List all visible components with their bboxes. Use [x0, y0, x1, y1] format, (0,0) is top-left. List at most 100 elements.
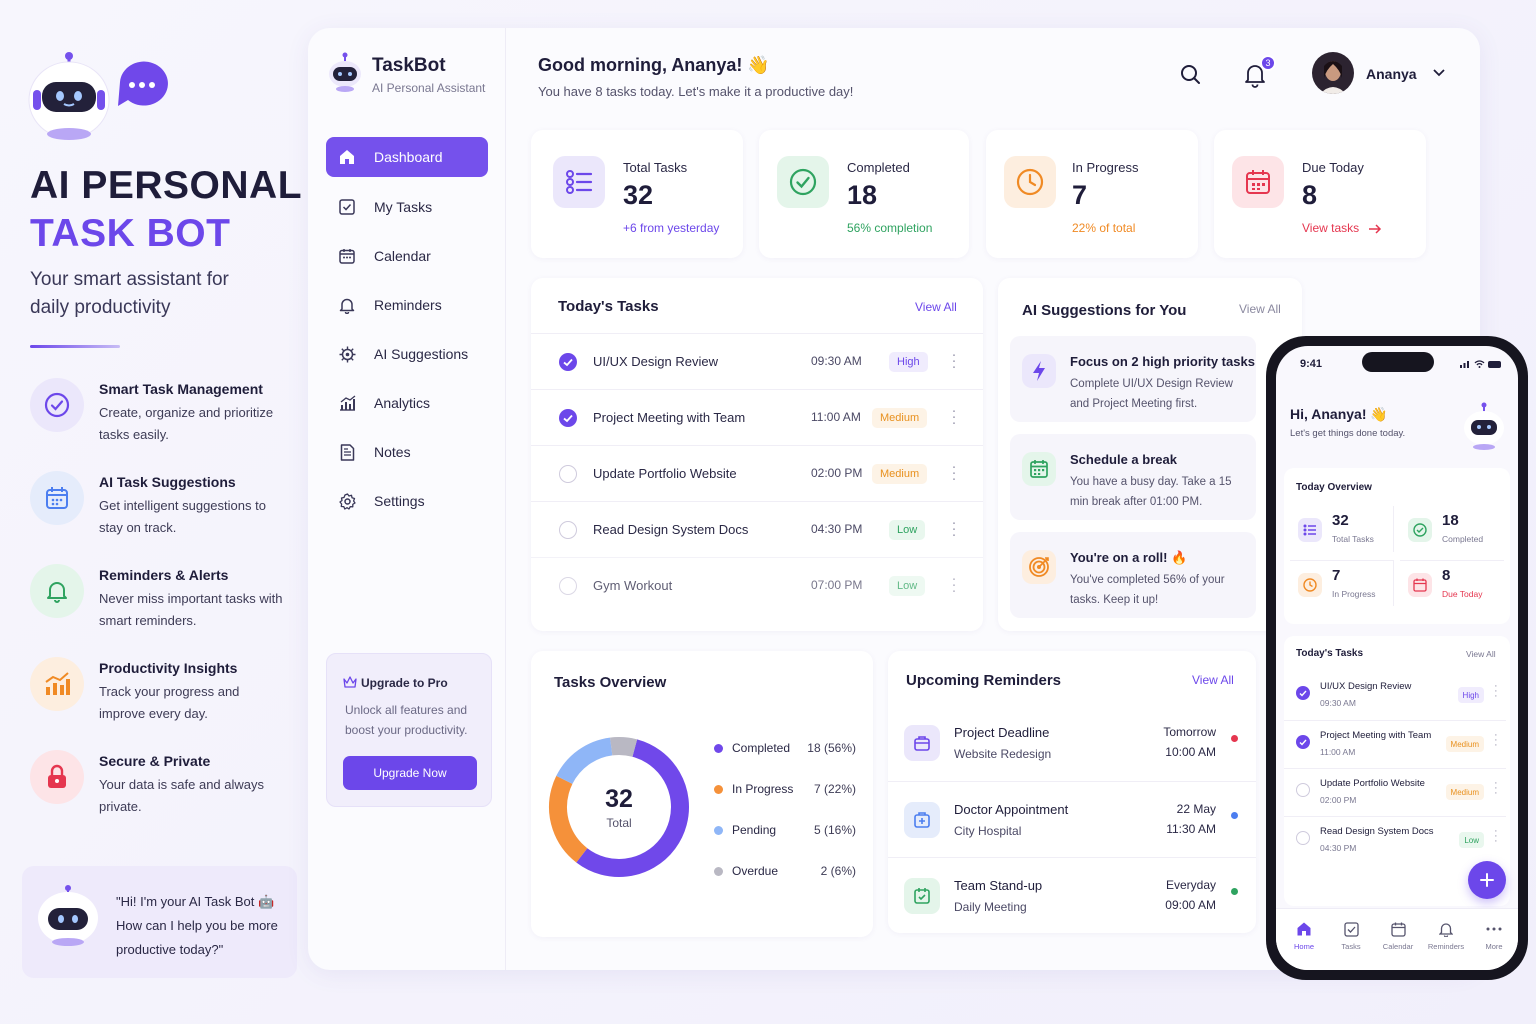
phone-tab-home[interactable]: Home — [1283, 920, 1325, 951]
checkbox-checked[interactable] — [559, 353, 577, 371]
ai-suggestions-title: AI Suggestions for You — [1022, 302, 1187, 319]
add-task-fab[interactable] — [1468, 861, 1506, 899]
checkbox-unchecked[interactable] — [559, 465, 577, 483]
more-vertical-icon[interactable]: · · · — [1494, 825, 1498, 847]
sidebar-item-calendar[interactable]: Calendar — [326, 236, 488, 276]
todays-tasks-view-all[interactable]: View All — [915, 300, 957, 314]
more-vertical-icon[interactable]: · · · — [951, 458, 957, 487]
task-row[interactable]: Gym Workout 07:00 PM Low · · · — [531, 557, 983, 613]
view-tasks-link[interactable]: View tasks — [1302, 221, 1382, 235]
more-vertical-icon[interactable]: · · · — [1494, 680, 1498, 702]
checkbox-unchecked[interactable] — [559, 577, 577, 595]
checkbox-checked[interactable] — [1296, 735, 1310, 749]
suggestion-desc: You've completed 56% of your tasks. Keep… — [1070, 574, 1225, 606]
phone-stat-completed[interactable]: 18 Completed — [1400, 506, 1504, 552]
legend-item: Pending 5 (16%) — [714, 822, 874, 842]
sidebar-item-settings[interactable]: Settings — [326, 481, 488, 521]
phone-task-row[interactable]: UI/UX Design Review 09:30 AM High · · · — [1284, 672, 1506, 720]
more-vertical-icon[interactable]: · · · — [951, 570, 957, 599]
suggestion-item[interactable]: Focus on 2 high priority tasks Complete … — [1010, 336, 1256, 422]
suggestion-title: Schedule a break — [1070, 452, 1177, 467]
phone-tab-reminders[interactable]: Reminders — [1425, 920, 1467, 951]
phone-tab-tasks[interactable]: Tasks — [1330, 920, 1372, 951]
more-vertical-icon[interactable]: · · · — [951, 402, 957, 431]
tab-label: More — [1485, 942, 1503, 951]
sidebar-item-reminders[interactable]: Reminders — [326, 285, 488, 325]
donut-slice-in-progress — [549, 737, 689, 877]
legend-value: 5 (16%) — [813, 823, 856, 837]
upgrade-now-button[interactable]: Upgrade Now — [343, 756, 477, 790]
task-row[interactable]: Project Meeting with Team 11:00 AM Mediu… — [531, 389, 983, 445]
phone-stat-due-today[interactable]: 8 Due Today — [1400, 560, 1504, 606]
checkbox-icon — [1330, 920, 1372, 938]
stat-card-total[interactable]: Total Tasks 32 +6 from yesterday — [531, 130, 743, 258]
feature-title: AI Task Suggestions — [99, 474, 236, 490]
stat-subtext: +6 from yesterday — [623, 221, 720, 235]
reminder-item[interactable]: Team Stand-up Daily Meeting Everyday 09:… — [888, 857, 1256, 933]
phone-task-row[interactable]: Project Meeting with Team 11:00 AM Mediu… — [1284, 720, 1506, 768]
bot-mascot — [28, 50, 170, 142]
legend-name: Pending — [732, 823, 777, 837]
sidebar-item-label: Calendar — [374, 248, 431, 264]
sidebar-item-analytics[interactable]: Analytics — [326, 383, 488, 423]
notifications-button[interactable]: 3 — [1240, 55, 1280, 90]
phone-stat-total[interactable]: 32 Total Tasks — [1290, 506, 1394, 552]
phone-task-time: 02:00 PM — [1320, 795, 1357, 805]
priority-badge: High — [1457, 687, 1484, 703]
promo-subtitle: Your smart assistant for daily productiv… — [30, 269, 229, 318]
checkbox-checked[interactable] — [559, 409, 577, 427]
checkbox-unchecked[interactable] — [559, 521, 577, 539]
calendar-icon — [30, 471, 84, 525]
reminders-view-all[interactable]: View All — [1192, 673, 1234, 687]
sidebar-item-ai-suggestions[interactable]: AI Suggestions — [326, 334, 488, 374]
sidebar-item-notes[interactable]: Notes — [326, 432, 488, 472]
phone-tab-more[interactable]: More — [1473, 920, 1515, 951]
phone-stat-in-progress[interactable]: 7 In Progress — [1290, 560, 1394, 606]
user-menu[interactable]: Ananya — [1312, 52, 1452, 96]
feature-desc: Your data is safe and always private. — [99, 777, 265, 814]
reminder-item[interactable]: Doctor Appointment City Hospital 22 May … — [888, 781, 1256, 857]
priority-badge: Medium — [1445, 736, 1484, 752]
phone-task-row[interactable]: Read Design System Docs 04:30 PM Low · · · — [1284, 816, 1506, 864]
task-row[interactable]: UI/UX Design Review 09:30 AM High · · · — [531, 333, 983, 389]
more-vertical-icon[interactable]: · · · — [1494, 777, 1498, 799]
more-vertical-icon[interactable]: · · · — [951, 346, 957, 375]
sidebar-item-label: Notes — [374, 444, 411, 460]
task-name: Project Meeting with Team — [593, 410, 746, 425]
phone-task-name: Read Design System Docs — [1320, 826, 1434, 837]
phone-tasks-view-all[interactable]: View All — [1466, 649, 1496, 659]
suggestion-item[interactable]: You're on a roll! 🔥 You've completed 56%… — [1010, 532, 1256, 618]
search-button[interactable] — [1176, 60, 1204, 88]
more-vertical-icon[interactable]: · · · — [1494, 729, 1498, 751]
task-row[interactable]: Update Portfolio Website 02:00 PM Medium… — [531, 445, 983, 501]
checkbox-unchecked[interactable] — [1296, 783, 1310, 797]
calendar-icon — [338, 247, 356, 265]
sidebar-item-dashboard[interactable]: Dashboard — [326, 137, 488, 177]
stat-card-in-progress[interactable]: In Progress 7 22% of total — [986, 130, 1198, 258]
phone-task-row[interactable]: Update Portfolio Website 02:00 PM Medium… — [1284, 768, 1506, 816]
phone-task-name: UI/UX Design Review — [1320, 681, 1412, 692]
sidebar — [308, 28, 506, 970]
legend-value: 2 (6%) — [820, 864, 856, 878]
sidebar-item-label: Analytics — [374, 395, 431, 411]
phone-tab-calendar[interactable]: Calendar — [1377, 920, 1419, 951]
feature-insights: Productivity Insights Track your progres… — [30, 657, 290, 737]
reminder-item[interactable]: Project Deadline Website Redesign Tomorr… — [888, 705, 1256, 781]
suggestion-item[interactable]: Schedule a break You have a busy day. Ta… — [1010, 434, 1256, 520]
stat-card-completed[interactable]: Completed 18 56% completion — [759, 130, 969, 258]
stat-value: 32 — [623, 180, 654, 210]
phone-overview-card: Today Overview 32 Total Tasks 18 Complet… — [1284, 468, 1510, 624]
status-dot — [1231, 888, 1238, 895]
crown-icon — [343, 676, 357, 688]
task-row[interactable]: Read Design System Docs 04:30 PM Low · · · — [531, 501, 983, 557]
reminders-title: Upcoming Reminders — [906, 672, 1062, 689]
ai-suggestions-view-all[interactable]: View All — [1239, 302, 1281, 316]
sidebar-item-my-tasks[interactable]: My Tasks — [326, 187, 488, 227]
stat-card-due-today[interactable]: Due Today 8 View tasks — [1214, 130, 1426, 258]
more-vertical-icon[interactable]: · · · — [951, 514, 957, 543]
lock-icon — [30, 750, 84, 804]
checkbox-checked[interactable] — [1296, 686, 1310, 700]
upcoming-reminders-card: Upcoming Reminders View All Project Dead… — [888, 651, 1256, 933]
checkbox-unchecked[interactable] — [1296, 831, 1310, 845]
bot-chat-card[interactable]: "Hi! I'm your AI Task Bot 🤖 How can I he… — [22, 866, 297, 978]
